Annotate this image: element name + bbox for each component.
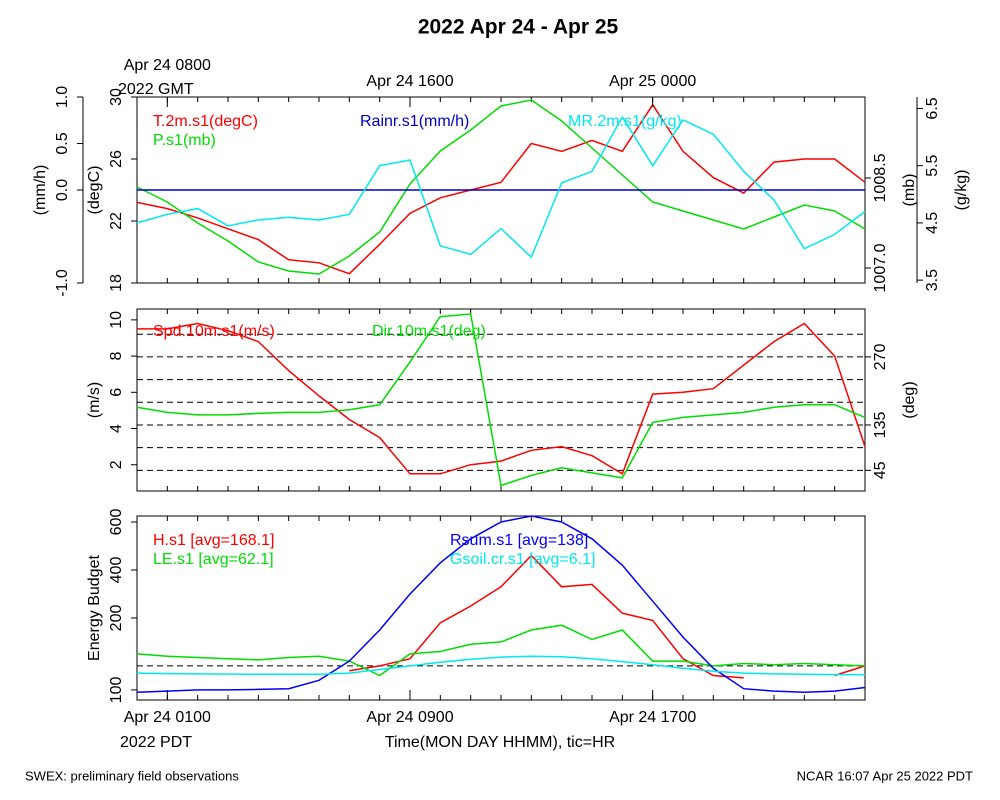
y-axis-title: (deg) xyxy=(901,381,918,418)
legend-entry: Gsoil.cr.s1 [avg=6.1] xyxy=(450,551,595,568)
legend-entry: Rainr.s1(mm/h) xyxy=(360,113,469,130)
y-tick-label: 2 xyxy=(108,460,125,469)
figure-title: 2022 Apr 24 - Apr 25 xyxy=(418,16,619,39)
y-tick-label: 1.0 xyxy=(54,86,71,108)
y-tick-label: 10 xyxy=(108,311,125,329)
legend-entry: MR.2m.s1(g/kg) xyxy=(568,113,682,130)
x-sublabel: 2022 PDT xyxy=(120,734,192,751)
top-x-tick-label: Apr 24 0800 xyxy=(124,57,211,74)
series-line xyxy=(137,322,866,475)
legend-entry: Rsum.s1 [avg=138] xyxy=(450,532,588,549)
y-axis-title: (mb) xyxy=(901,174,918,207)
y-tick-label: 3.5 xyxy=(924,269,941,291)
y-tick-label: 400 xyxy=(108,557,125,584)
y-tick-label: 4.5 xyxy=(924,212,941,234)
y-tick-label: 22 xyxy=(108,212,125,230)
footer-left: SWEX: preliminary field observations xyxy=(25,768,239,783)
y-tick-label: -1.0 xyxy=(54,269,71,297)
y-axis-title: (m/s) xyxy=(86,382,103,418)
y-tick-label: 18 xyxy=(108,274,125,292)
y-tick-label: 270 xyxy=(872,343,889,370)
y-tick-label: 45 xyxy=(872,461,889,479)
legend-entry: LE.s1 [avg=62.1] xyxy=(153,551,274,568)
y-tick-label: 200 xyxy=(108,605,125,632)
series-line xyxy=(136,515,866,694)
y-axis-title: Energy Budget xyxy=(86,555,103,661)
y-axis-title: (degC) xyxy=(86,166,103,215)
series-line xyxy=(136,115,866,259)
top-x-sublabel: 2022 GMT xyxy=(118,81,194,98)
y-tick-label: 4 xyxy=(108,424,125,433)
x-tick-label: Apr 24 0100 xyxy=(124,709,211,726)
x-tick-label: Apr 24 0900 xyxy=(366,709,453,726)
y-tick-label: 1007.0 xyxy=(872,243,889,292)
y-tick-label: 100 xyxy=(108,676,125,703)
series-line xyxy=(136,313,866,487)
series-line xyxy=(136,103,866,275)
y-tick-label: 6 xyxy=(108,388,125,397)
y-axis-title: (mm/h) xyxy=(32,165,49,216)
legend-entry: T.2m.s1(degC) xyxy=(153,113,258,130)
y-tick-label: 0.0 xyxy=(54,179,71,201)
x-tick-label: Apr 24 1700 xyxy=(609,709,696,726)
legend-entry: Dir.10m.s1(deg) xyxy=(372,323,486,340)
x-axis-title: Time(MON DAY HHMM), tic=HR xyxy=(385,734,615,751)
y-tick-label: 8 xyxy=(108,352,125,361)
y-tick-label: 6.5 xyxy=(924,97,941,119)
y-tick-label: 30 xyxy=(108,88,125,106)
y-axis-title: (g/kg) xyxy=(953,170,970,211)
y-tick-label: 1008.5 xyxy=(872,153,889,202)
y-tick-label: 135 xyxy=(872,412,889,439)
series-line xyxy=(136,99,866,275)
legend-entry: P.s1(mb) xyxy=(153,132,216,149)
legend-entry: Spd.10m.s1(m/s) xyxy=(153,323,275,340)
series-line xyxy=(136,624,866,677)
top-x-tick-label: Apr 25 0000 xyxy=(609,73,696,90)
legend-entry: H.s1 [avg=168.1] xyxy=(153,532,274,549)
y-tick-label: 0.5 xyxy=(54,132,71,154)
series-line xyxy=(136,655,866,676)
y-tick-label: 5.5 xyxy=(924,154,941,176)
y-tick-label: 26 xyxy=(108,150,125,168)
y-tick-label: 600 xyxy=(108,509,125,536)
top-x-tick-label: Apr 24 1600 xyxy=(366,73,453,90)
footer-right: NCAR 16:07 Apr 25 2022 PDT xyxy=(797,768,973,783)
